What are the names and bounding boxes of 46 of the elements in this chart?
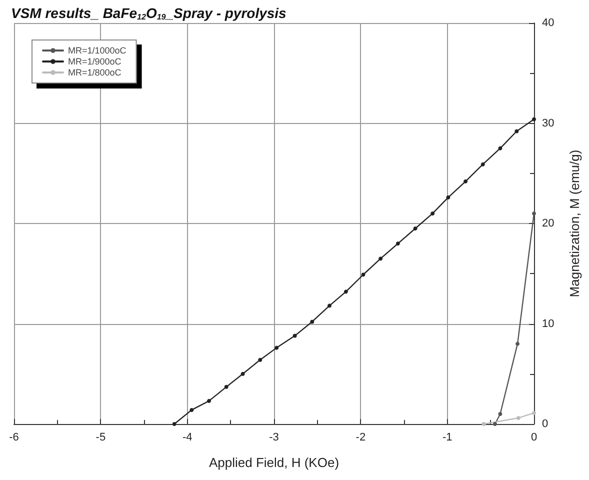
point [274, 346, 279, 350]
y-tick-label: 30 [542, 117, 554, 130]
point [516, 416, 520, 420]
point [310, 320, 314, 324]
point [396, 242, 400, 246]
point [446, 195, 450, 200]
y-tick-label: 20 [542, 218, 554, 230]
point [224, 384, 228, 389]
point [172, 422, 176, 426]
point [482, 422, 486, 426]
x-tick-label: -4 [182, 432, 192, 444]
point [378, 256, 383, 261]
x-tick-label: -3 [269, 432, 279, 444]
y-tick-label: 0 [542, 418, 548, 430]
point [207, 398, 211, 403]
point [361, 272, 366, 277]
point [430, 211, 435, 216]
point [532, 211, 536, 216]
x-tick-label: 0 [530, 432, 538, 444]
point [190, 408, 194, 412]
point [327, 304, 332, 308]
point [532, 117, 536, 122]
point [532, 410, 536, 415]
point [498, 412, 502, 416]
point [292, 334, 297, 338]
legend-label: MR=1/900oC [68, 56, 122, 66]
legend-label: MR=1/1000oC [68, 46, 127, 56]
point [344, 290, 348, 294]
x-tick-label: -6 [9, 432, 19, 444]
point [516, 342, 520, 346]
x-tick-label: -2 [356, 432, 366, 444]
point [480, 162, 485, 166]
point [493, 422, 497, 426]
x-axis-title: Applied Field, H (KOe) [208, 455, 340, 470]
point [464, 179, 468, 184]
x-tick-label: -5 [96, 432, 106, 444]
y-tick-label: 40 [542, 17, 554, 29]
point [258, 358, 262, 362]
point [240, 372, 245, 376]
point [514, 129, 519, 134]
y-tick-label: 10 [542, 318, 554, 330]
point [413, 226, 418, 231]
x-tick-label: -1 [442, 432, 452, 444]
legend-label: MR=1/800oC [68, 68, 122, 78]
point [498, 146, 502, 150]
y-axis-title: Magnetization, M (emu/g) [567, 150, 582, 298]
